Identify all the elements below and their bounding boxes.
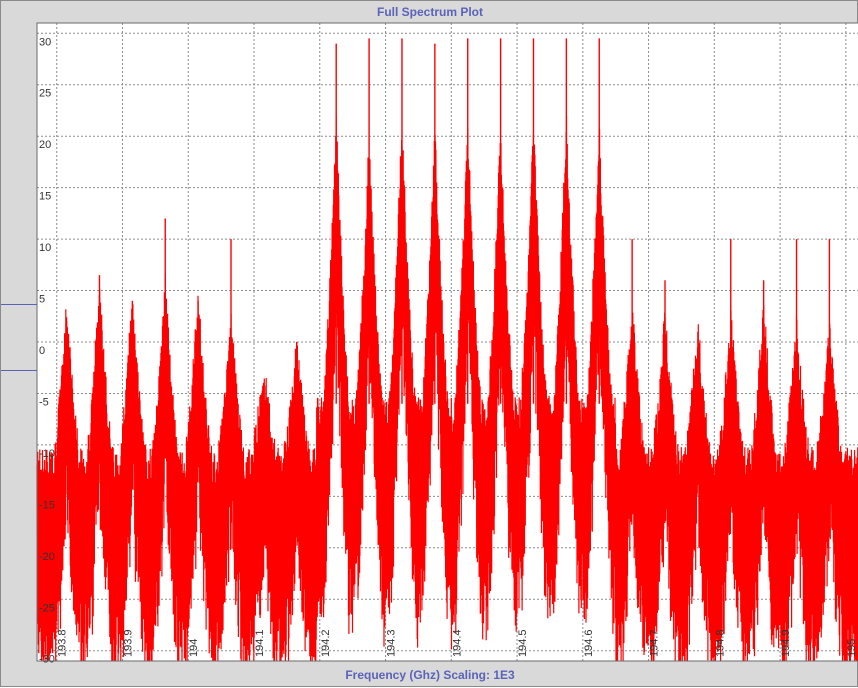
x-tick-label: 193.9 (122, 629, 134, 657)
side-marker (1, 304, 37, 305)
side-marker (1, 370, 37, 371)
y-tick-label: 5 (39, 294, 45, 306)
spectrum-trace (36, 116, 858, 662)
y-tick-label: 20 (39, 139, 51, 151)
y-tick-label: -15 (39, 499, 55, 511)
x-tick-label: 194.2 (320, 629, 332, 657)
x-tick-label: 195 (846, 639, 858, 657)
x-tick-label: 194.4 (451, 629, 463, 657)
x-tick-labels: 193.8 193.9 194 194.1 194.2 194.3 194.4 194.5 19… (57, 629, 858, 657)
y-tick-label: -25 (39, 602, 55, 614)
y-tick-labels: 30 25 20 15 10 5 0 -5 -10 -15 -20 -25 -30 (39, 36, 55, 665)
x-tick-label: 194.1 (254, 629, 266, 657)
chart-title: Full Spectrum Plot (376, 5, 483, 19)
y-tick-label: -5 (39, 396, 49, 408)
x-tick-label: 194.5 (517, 629, 529, 657)
y-tick-label: 30 (39, 36, 51, 48)
x-tick-label: 194.3 (386, 629, 398, 657)
x-tick-label: 194.6 (583, 629, 595, 657)
x-tick-label: 193.8 (57, 629, 69, 657)
y-tick-label: 15 (39, 191, 51, 203)
x-tick-label: 194 (188, 639, 200, 657)
y-tick-label: 0 (39, 345, 45, 357)
y-tick-label: -10 (39, 448, 55, 460)
y-tick-label: -20 (39, 551, 55, 563)
series-spectrum (36, 38, 858, 662)
y-tick-label: -30 (39, 654, 55, 666)
y-tick-label: 25 (39, 88, 51, 100)
x-tick-label: 194.9 (780, 629, 792, 657)
plot-border (36, 22, 858, 662)
y-tick-label: 10 (39, 242, 51, 254)
x-tick-label: 194.7 (649, 629, 661, 657)
x-axis-label: Frequency (Ghz) Scaling: 1E3 (345, 668, 515, 682)
x-tick-label: 194.8 (714, 629, 726, 657)
